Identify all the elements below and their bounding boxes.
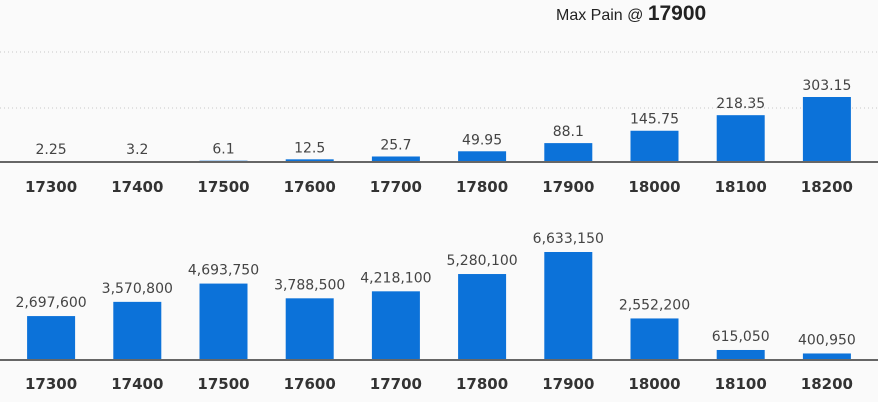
premium-bar: [630, 130, 679, 162]
premium-bar: [544, 143, 593, 162]
premium-strike-tick: 17600: [284, 178, 336, 196]
open-interest-bar: [544, 252, 593, 360]
open-interest-bar: [27, 316, 76, 360]
premium-value-label: 6.1: [212, 142, 234, 158]
open-interest-bar: [716, 349, 765, 360]
premium-value-label: 3.2: [126, 142, 148, 158]
premium-strike-tick: 17400: [111, 178, 163, 196]
premium-value-label: 303.15: [802, 78, 851, 94]
open-interest-strike-tick: 17400: [111, 375, 163, 393]
open-interest-value-label: 400,950: [798, 332, 856, 348]
premium-value-label: 88.1: [553, 124, 584, 140]
premium-value-label: 25.7: [380, 137, 411, 153]
open-interest-bar: [371, 291, 420, 360]
premium-value-label: 49.95: [462, 132, 502, 148]
open-interest-value-label: 4,693,750: [188, 263, 259, 279]
open-interest-bar: [630, 318, 679, 360]
open-interest-value-label: 5,280,100: [446, 253, 517, 269]
open-interest-bar: [199, 283, 248, 360]
open-interest-strike-tick: 17500: [197, 375, 249, 393]
premium-strike-tick: 18200: [801, 178, 853, 196]
open-interest-value-label: 4,218,100: [360, 270, 431, 286]
open-interest-strike-tick: 18100: [715, 375, 767, 393]
premium-strike-tick: 17700: [370, 178, 422, 196]
premium-strike-tick: 17500: [197, 178, 249, 196]
open-interest-strike-tick: 17900: [542, 375, 594, 393]
premium-value-label: 218.35: [716, 96, 765, 112]
open-interest-bar: [285, 298, 334, 360]
open-interest-bar: [458, 274, 507, 360]
max-pain-value: 17900: [647, 2, 707, 25]
premium-bar: [371, 156, 420, 162]
open-interest-strike-tick: 17300: [25, 375, 77, 393]
open-interest-value-label: 615,050: [712, 329, 770, 345]
open-interest-strike-tick: 18000: [628, 375, 680, 393]
premium-bar: [716, 115, 765, 162]
premium-strike-tick: 17300: [25, 178, 77, 196]
premium-strike-tick: 17900: [542, 178, 594, 196]
premium-strike-tick: 17800: [456, 178, 508, 196]
premium-bar: [802, 97, 851, 162]
premium-bar: [458, 151, 507, 162]
open-interest-value-label: 2,697,600: [15, 295, 86, 311]
premium-value-label: 12.5: [294, 140, 325, 156]
open-interest-strike-tick: 17800: [456, 375, 508, 393]
open-interest-strike-tick: 17600: [284, 375, 336, 393]
open-interest-bar: [802, 353, 851, 360]
premium-strike-tick: 18100: [715, 178, 767, 196]
open-interest-strike-tick: 17700: [370, 375, 422, 393]
premium-value-label: 2.25: [36, 142, 67, 158]
premium-strike-tick: 18000: [628, 178, 680, 196]
open-interest-bar: [113, 301, 162, 360]
title-prefix: Max Pain @: [556, 7, 648, 24]
open-interest-value-label: 6,633,150: [533, 231, 604, 247]
open-interest-value-label: 3,570,800: [102, 281, 173, 297]
open-interest-value-label: 2,552,200: [619, 297, 690, 313]
premium-bar: [285, 159, 334, 162]
chart-title: Max Pain @ 17900: [556, 2, 706, 26]
open-interest-strike-tick: 18200: [801, 375, 853, 393]
premium-value-label: 145.75: [630, 112, 679, 128]
open-interest-value-label: 3,788,500: [274, 277, 345, 293]
